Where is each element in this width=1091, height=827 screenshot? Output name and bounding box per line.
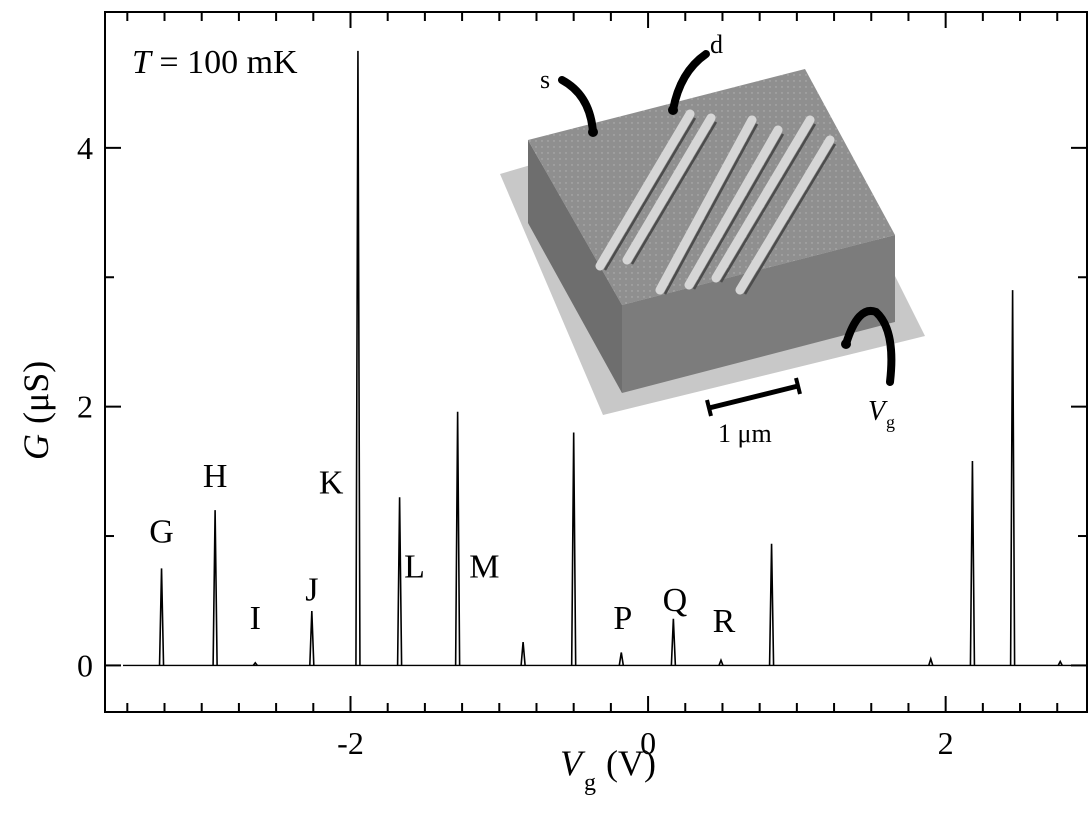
plot-frame [104, 11, 1088, 713]
device-inset: s d 1 μm V g [500, 30, 925, 448]
peak-label-G: G [149, 513, 174, 550]
peak-label-I: I [250, 600, 261, 637]
peak-11 [718, 658, 724, 666]
gate-fingers [595, 109, 835, 295]
peak-label-K: K [319, 464, 344, 501]
drain-contact [668, 105, 678, 115]
y-tick-label: 4 [77, 130, 93, 166]
peak-10 [670, 618, 677, 666]
peak-label-H: H [203, 458, 228, 495]
x-tick-label: 2 [938, 725, 954, 761]
source-contact [588, 127, 598, 137]
x-tick-label: -2 [337, 725, 364, 761]
peak-labels-layer: GH I J K L M P QR [149, 458, 735, 640]
scale-bar-label: 1 μm [718, 419, 772, 448]
gate-label-subscript: g [886, 412, 895, 432]
peak-14 [969, 460, 976, 666]
peak-13 [928, 656, 934, 666]
y-axis-unit: (μS) [16, 361, 56, 424]
x-axis-title: V [560, 743, 586, 783]
ticks-layer [105, 12, 1087, 712]
peak-label-M: M [469, 548, 499, 585]
peak-3 [309, 611, 315, 666]
peak-4 [355, 50, 361, 666]
source-label: s [540, 65, 550, 94]
y-tick-label: 0 [77, 647, 93, 683]
peaks-layer [158, 50, 1063, 666]
block-front-face [528, 140, 622, 393]
y-tick-label: 2 [77, 389, 93, 425]
peak-0 [158, 568, 165, 666]
peak-label-Q: Q [663, 582, 688, 619]
peak-8 [570, 432, 577, 666]
x-axis-symbol: V [560, 743, 586, 783]
peak-label-R: R [713, 603, 736, 640]
peak-15 [1009, 290, 1016, 666]
peak-2 [252, 661, 258, 666]
tick-labels-layer: -2 0 2 0 2 4 [77, 130, 954, 761]
drain-lead [669, 50, 710, 114]
drain-label: d [710, 30, 723, 59]
temperature-symbol: T [132, 44, 153, 81]
peak-16 [1057, 659, 1063, 666]
y-axis-symbol: G [16, 434, 56, 460]
peak-12 [768, 543, 775, 666]
y-axis-title: G (μS) [16, 361, 56, 460]
peak-label-J: J [305, 572, 318, 609]
block-side-face [622, 235, 895, 393]
scale-bar-end-right [794, 377, 802, 395]
peak-6 [454, 411, 461, 666]
peak-5 [396, 497, 403, 666]
x-axis-subscript: g [584, 770, 596, 796]
gate-label: V [868, 396, 888, 427]
source-lead [558, 76, 597, 136]
scale-bar [708, 383, 799, 411]
x-tick-label: 0 [640, 725, 656, 761]
gate-contact [841, 339, 851, 349]
x-axis-unit: (V) [606, 743, 656, 783]
peak-7 [520, 642, 526, 666]
peak-9 [618, 652, 625, 666]
temperature-annotation: T = 100 mK [132, 44, 298, 81]
scale-bar-end-left [705, 399, 713, 417]
peak-1 [212, 510, 218, 666]
peak-label-L: L [404, 548, 425, 585]
temperature-value: = 100 mK [151, 44, 298, 81]
gate-fingers-shadow [603, 117, 837, 295]
gate-lead [842, 306, 896, 386]
peak-label-P: P [613, 600, 632, 637]
